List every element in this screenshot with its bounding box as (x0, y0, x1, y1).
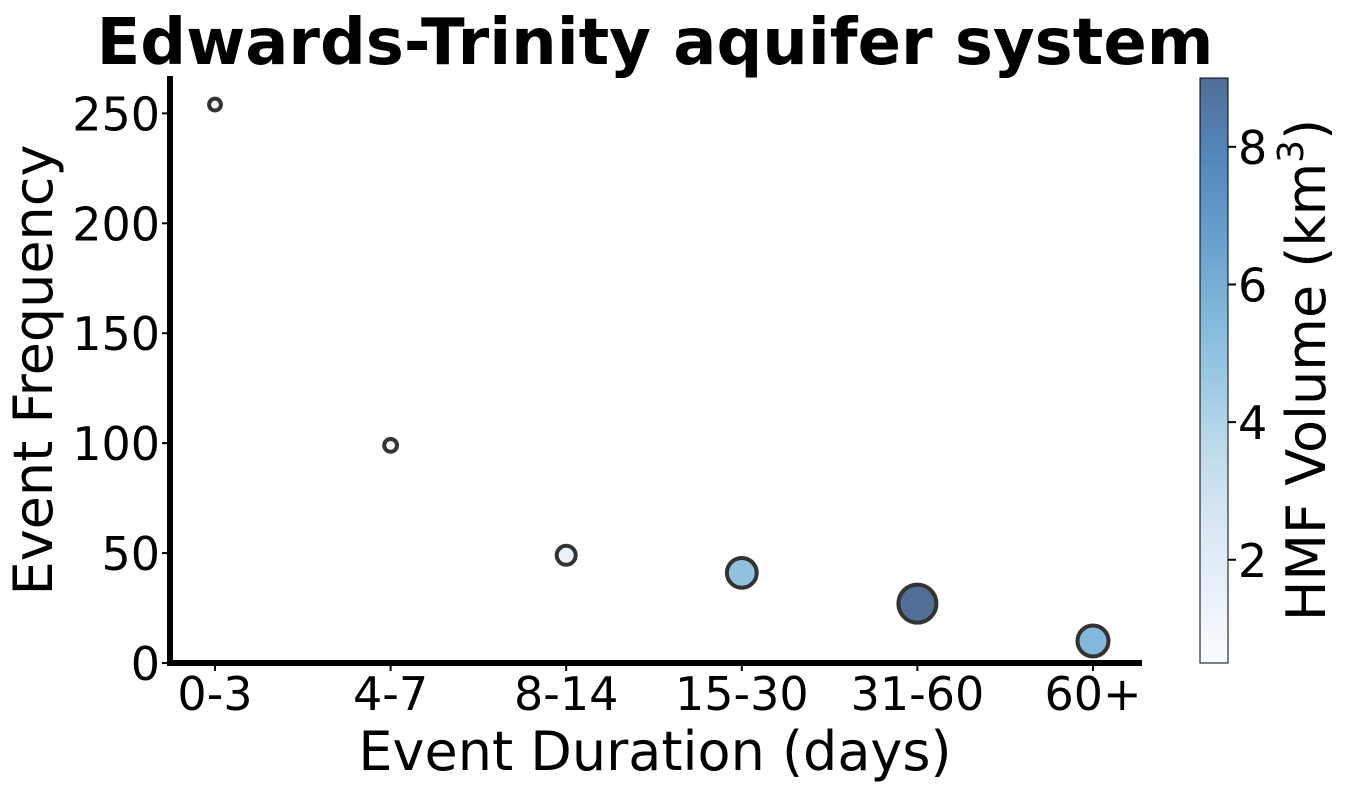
x-tick-label: 60+ (1044, 667, 1141, 721)
x-tick-label: 31-60 (851, 667, 985, 721)
x-tick-label: 8-14 (514, 667, 618, 721)
colorbar-tick-label: 8 (1238, 121, 1267, 175)
plot-area: 0 50 100 150 200 250 0-3 4-7 8-14 15-30 31-60 60+ (72, 76, 1142, 721)
x-tick-label: 0-3 (177, 667, 252, 721)
data-point (382, 436, 400, 454)
data-point (1075, 623, 1111, 659)
x-tick-label: 15-30 (675, 667, 809, 721)
y-tick-label: 0 (131, 637, 160, 691)
colorbar-label-prefix: HMF Volume (km (1275, 163, 1338, 621)
y-tick-label: 200 (72, 197, 160, 251)
colorbar-tick-label: 4 (1238, 396, 1267, 450)
y-tick-label: 250 (72, 87, 160, 141)
colorbar-tick-label: 6 (1238, 258, 1267, 312)
data-point (724, 555, 759, 590)
y-tick-label: 50 (101, 527, 160, 581)
colorbar: 2 4 6 8 (1199, 77, 1267, 664)
y-tick-label: 100 (72, 417, 160, 471)
data-point (207, 96, 223, 113)
y-axis-label: Event Frequency (2, 145, 65, 596)
colorbar-label-suffix: ) (1275, 119, 1338, 140)
chart-title: Edwards-Trinity aquifer system (97, 6, 1214, 80)
data-point (896, 582, 939, 625)
colorbar-label: HMF Volume (km3) (1271, 119, 1338, 621)
colorbar-label-sup: 3 (1271, 140, 1312, 163)
x-axis-label: Event Duration (days) (358, 720, 951, 783)
y-tick-label: 150 (72, 307, 160, 361)
colorbar-gradient (1199, 77, 1229, 664)
data-point (554, 543, 578, 567)
x-tick-label: 4-7 (353, 667, 428, 721)
colorbar-tick-label: 2 (1238, 534, 1267, 588)
